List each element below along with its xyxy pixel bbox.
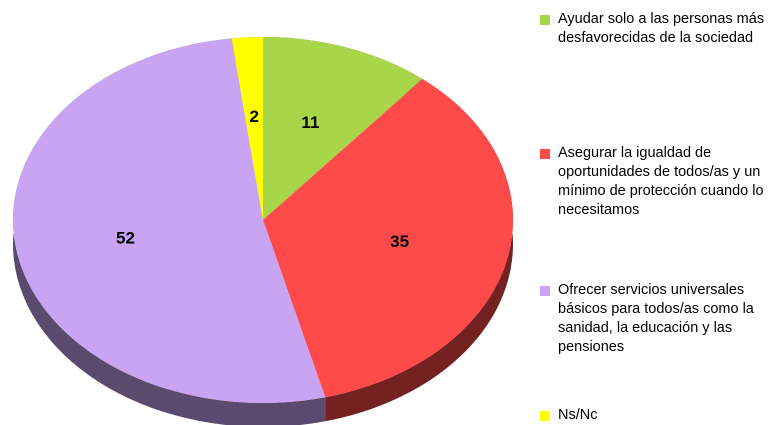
legend-swatch (540, 15, 550, 25)
legend-swatch (540, 149, 550, 159)
value-label: 52 (116, 229, 135, 248)
chart: 11 35 52 2 (13, 37, 514, 425)
legend-swatch (540, 411, 550, 421)
slice (231, 37, 263, 220)
legend-swatch (540, 286, 550, 296)
slice (263, 37, 423, 220)
value-label: 11 (301, 113, 319, 132)
legend-item: Ns/Nc (540, 406, 776, 425)
value-label: 35 (390, 232, 409, 251)
legend-label: Ayudar solo a las personas más desfavore… (558, 11, 765, 46)
legend-label: Ns/Nc (558, 407, 598, 423)
value-label: 2 (249, 107, 258, 126)
legend-item: Asegurar la igualdad de oportunidades de… (540, 144, 776, 220)
slice-side (325, 78, 514, 422)
slice (13, 38, 326, 404)
legend-item: Ayudar solo a las personas más desfavore… (540, 10, 776, 48)
legend-item: Ofrecer servicios universales básicos pa… (540, 281, 776, 357)
slice (263, 78, 514, 398)
legend-label: Asegurar la igualdad de oportunidades de… (558, 145, 764, 218)
legend-label: Ofrecer servicios universales básicos pa… (558, 282, 754, 355)
